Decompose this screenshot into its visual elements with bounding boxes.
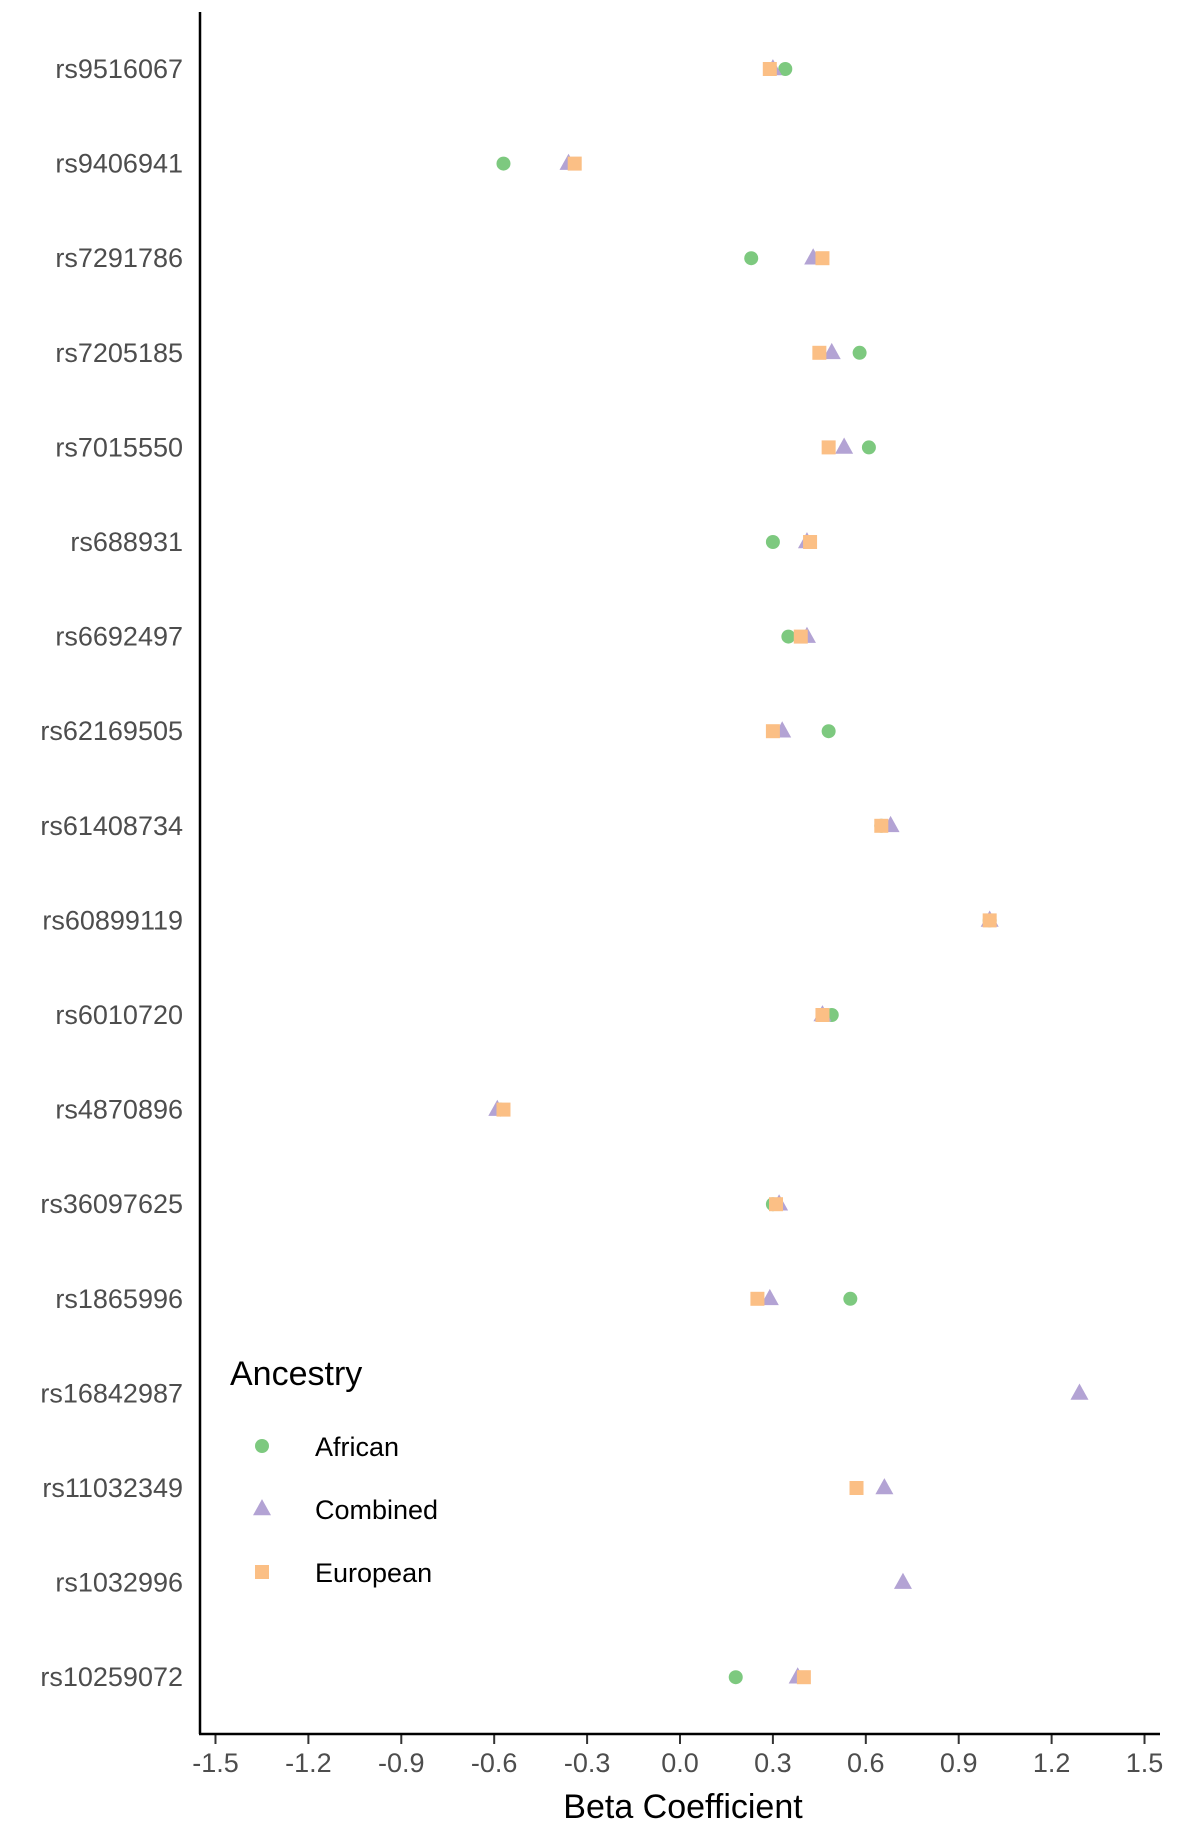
point-european [796,1670,811,1685]
point-european [793,629,808,644]
point-european [496,1102,511,1117]
point-combined [1070,1383,1089,1400]
point-european [812,345,827,360]
point-european [874,818,889,833]
point-combined [875,1478,894,1495]
y-tick-label: rs1865996 [55,1284,183,1314]
legend-key-african [255,1439,269,1453]
x-tick-label: -0.6 [471,1748,518,1778]
x-tick-label: 0.0 [661,1748,699,1778]
y-tick-label: rs7015550 [55,432,183,462]
y-tick-label: rs62169505 [40,716,183,746]
y-tick-label: rs4870896 [55,1095,183,1125]
legend-title: Ancestry [230,1355,362,1393]
data-points [488,59,1089,1685]
x-axis: -1.5 -1.2 -0.9 -0.6 -0.3 0.0 0.3 0.6 0.9 1.2 1.5 [192,1734,1163,1778]
legend-label-african: African [315,1432,399,1462]
point-combined [760,1288,779,1306]
x-tick-label: 1.2 [1033,1748,1071,1778]
point-european [762,62,777,76]
x-tick-label: 0.9 [940,1748,978,1778]
point-european [769,1197,783,1212]
x-axis-title: Beta Coefficient [563,1788,803,1826]
y-tick-label: rs7205185 [55,338,183,368]
legend-label-european: European [315,1558,432,1588]
point-european [982,913,997,928]
x-tick-label: 1.5 [1126,1748,1164,1778]
x-tick-label: -1.5 [192,1748,239,1778]
point-european [567,156,582,171]
legend-key-european [255,1565,269,1579]
legend-label-combined: Combined [315,1495,438,1525]
x-tick-label: 0.3 [754,1748,792,1778]
x-tick-label: 0.6 [847,1748,885,1778]
point-african [744,251,759,266]
y-tick-label: rs1032996 [55,1568,183,1598]
y-tick-label: rs9516067 [55,54,183,84]
y-tick-label: rs688931 [70,527,183,557]
y-axis-tick-labels: rs9516067 rs9406941 rs7291786 rs7205185 rs70… [40,54,183,1692]
point-european [803,535,818,549]
y-tick-label: rs11032349 [42,1473,183,1503]
point-african [728,1670,743,1685]
point-african [778,62,793,76]
y-tick-label: rs10259072 [40,1662,183,1692]
point-combined [893,1572,912,1589]
point-african [843,1291,858,1306]
point-european [815,1008,830,1022]
x-tick-label: -1.2 [285,1748,332,1778]
point-african [496,156,511,171]
legend-key-combined [253,1499,271,1516]
point-european [750,1291,765,1306]
point-european [765,724,780,739]
y-tick-label: rs9406941 [55,149,183,179]
point-african [852,345,867,360]
y-tick-label: rs61408734 [40,811,183,841]
point-european [849,1481,864,1495]
y-tick-label: rs36097625 [40,1189,183,1219]
y-tick-label: rs6692497 [55,622,183,652]
point-european [815,251,830,266]
point-african [765,535,780,549]
point-african [781,629,796,644]
x-tick-label: -0.9 [378,1748,425,1778]
y-tick-label: rs6010720 [55,1000,183,1030]
point-european [821,440,836,455]
y-tick-label: rs16842987 [40,1378,183,1408]
legend: Ancestry African Combined European [230,1355,438,1588]
y-tick-label: rs7291786 [55,243,183,273]
point-combined [822,342,841,360]
point-african [821,724,836,739]
x-tick-label: -0.3 [564,1748,611,1778]
y-tick-label: rs60899119 [42,905,183,935]
point-african [861,440,876,455]
point-combined [835,437,854,454]
